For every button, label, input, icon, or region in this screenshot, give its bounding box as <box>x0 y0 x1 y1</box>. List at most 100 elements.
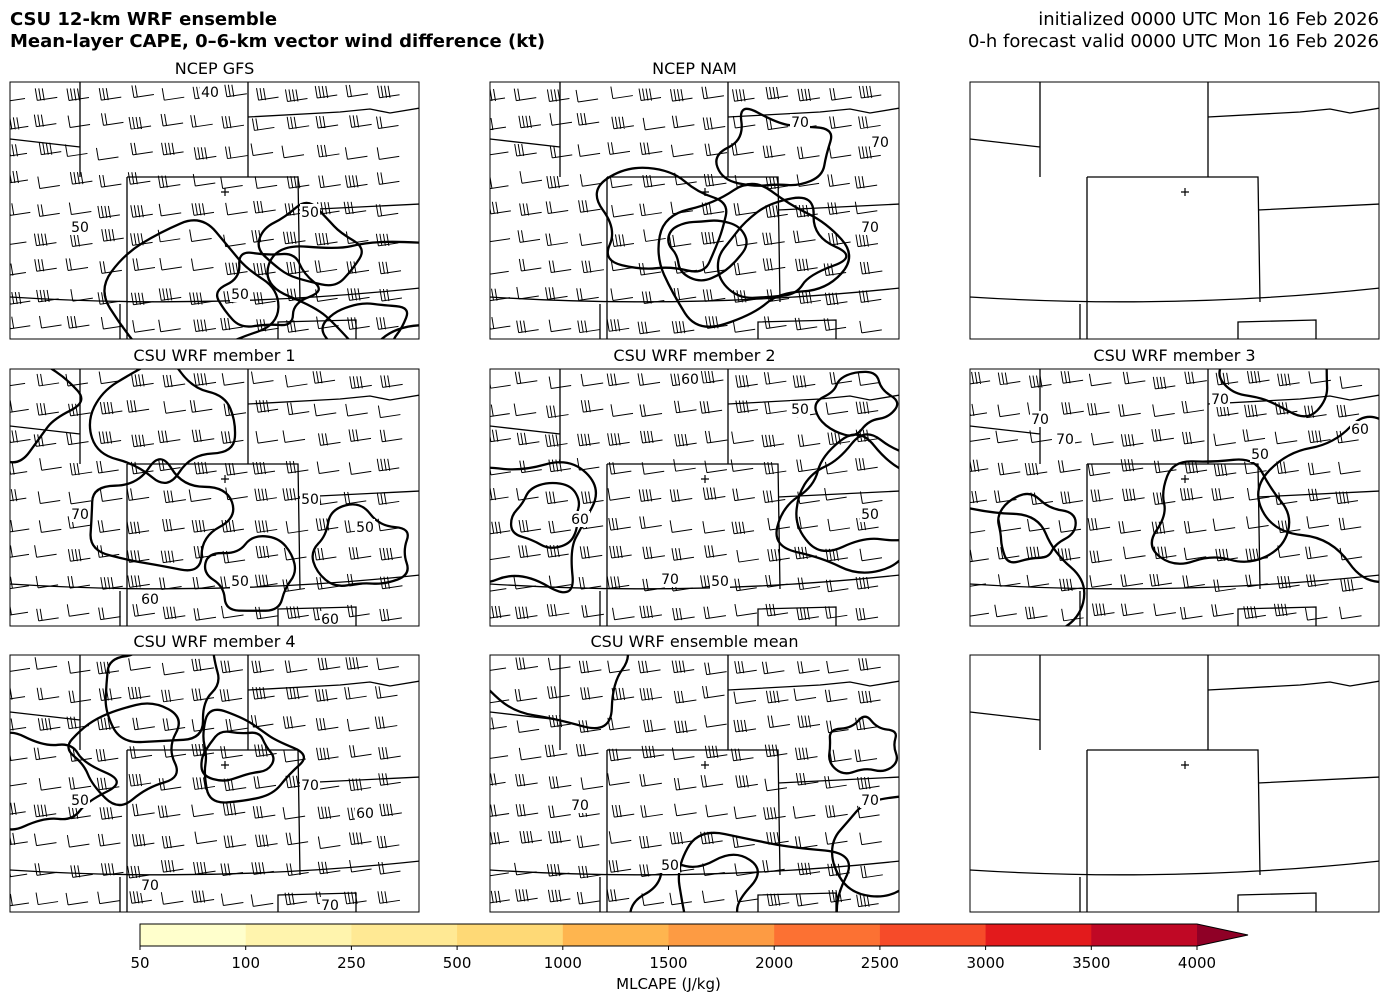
cape-contour <box>1257 415 1379 583</box>
location-marker <box>1181 761 1189 769</box>
wind-barb <box>519 460 542 474</box>
wind-barb <box>317 806 341 820</box>
wind-barb <box>345 657 368 670</box>
wind-barb <box>377 405 401 419</box>
wind-barb <box>286 320 309 333</box>
wind-barb <box>39 315 62 329</box>
wind-barb <box>513 576 537 590</box>
wind-barb <box>127 575 150 588</box>
wind-barb <box>577 144 601 157</box>
wind-barb <box>33 114 57 128</box>
wind-barb <box>349 115 372 128</box>
wind-barb <box>1120 574 1144 588</box>
wind-barb <box>65 373 89 387</box>
wind-barb <box>1244 461 1267 475</box>
wind-barb <box>224 84 247 98</box>
wind-barb <box>765 176 789 190</box>
wind-barb <box>792 375 816 388</box>
wind-barb <box>797 715 821 729</box>
wind-barb <box>314 260 338 273</box>
wind-barb <box>671 660 695 674</box>
cape-contour <box>657 182 851 328</box>
wind-barb <box>160 113 184 127</box>
wind-barb <box>39 458 62 471</box>
state-borders <box>970 655 1379 912</box>
wind-barb <box>1122 488 1145 502</box>
wind-barb <box>859 261 883 275</box>
wind-barb <box>191 688 215 702</box>
wind-barb <box>1215 404 1239 417</box>
contour-label-bg <box>320 611 340 626</box>
wind-barb <box>643 719 666 733</box>
panel-frame <box>969 654 1380 913</box>
wind-barb <box>577 433 600 447</box>
wind-barb <box>1277 520 1301 534</box>
wind-barb <box>642 117 666 131</box>
wind-barb <box>606 319 630 332</box>
wind-barb <box>641 745 665 759</box>
wind-barb <box>1087 463 1111 477</box>
wind-barb <box>639 835 662 849</box>
wind-barb <box>314 689 338 702</box>
wind-barb <box>797 146 820 160</box>
wind-barb <box>314 85 338 99</box>
wind-barb <box>638 88 662 102</box>
wind-barb <box>282 430 306 443</box>
wind-barb <box>490 270 509 275</box>
wind-barb <box>548 376 572 390</box>
wind-barb <box>251 230 274 243</box>
wind-barb <box>1089 575 1112 588</box>
wind-barb <box>673 459 696 472</box>
wind-barb <box>701 86 724 100</box>
wind-barb <box>131 834 155 847</box>
wind-barb <box>97 292 121 305</box>
wind-barb <box>606 889 630 902</box>
colorbar-extend <box>1197 924 1248 946</box>
cape-contour <box>216 251 320 328</box>
wind-barb <box>994 490 1017 503</box>
wind-barb <box>641 462 665 475</box>
wind-barb <box>1029 375 1052 389</box>
wind-barb <box>581 491 604 504</box>
wind-barb <box>225 719 249 732</box>
wind-barb <box>579 233 602 247</box>
wind-barb <box>376 116 399 130</box>
wind-barb <box>611 805 635 818</box>
wind-barb <box>98 431 122 444</box>
wind-barb <box>1122 371 1146 385</box>
contour-label: 50 <box>711 574 729 590</box>
wind-barb <box>829 749 852 763</box>
wind-barb <box>255 545 279 559</box>
wind-barb <box>730 748 754 762</box>
wind-barb <box>671 548 695 561</box>
valid-time: 0-h forecast valid 0000 UTC Mon 16 Feb 2… <box>968 31 1379 52</box>
wind-barb <box>490 317 511 330</box>
wind-barb <box>34 863 57 876</box>
map-panel: 70 50 70 CSU WRF ensemble mean <box>489 632 900 913</box>
wind-barb <box>161 689 184 703</box>
wind-barb <box>100 863 124 876</box>
wind-barb <box>1182 575 1205 588</box>
wind-barb <box>100 316 124 330</box>
colorbar-segment <box>668 924 775 946</box>
wind-barb <box>252 462 276 475</box>
cape-contour <box>67 702 180 807</box>
colorbar-label: MLCAPE (J/kg) <box>616 975 721 993</box>
wind-barb <box>315 289 338 302</box>
wind-barb <box>1274 402 1298 415</box>
wind-barb <box>128 116 152 130</box>
wind-barb <box>345 403 368 417</box>
wind-barb <box>161 88 185 101</box>
colorbar-tick-label: 250 <box>337 954 366 972</box>
wind-barb <box>1152 492 1176 506</box>
wind-barb <box>762 145 786 159</box>
wind-barb <box>1027 519 1050 532</box>
wind-barb <box>283 547 307 561</box>
wind-barb <box>514 862 537 876</box>
wind-barb <box>1087 403 1110 416</box>
contour-label-bg <box>300 777 320 793</box>
wind-barb <box>128 658 151 671</box>
wind-barb <box>704 143 728 157</box>
wind-barb <box>858 116 881 129</box>
contour-label-bg <box>660 571 680 587</box>
